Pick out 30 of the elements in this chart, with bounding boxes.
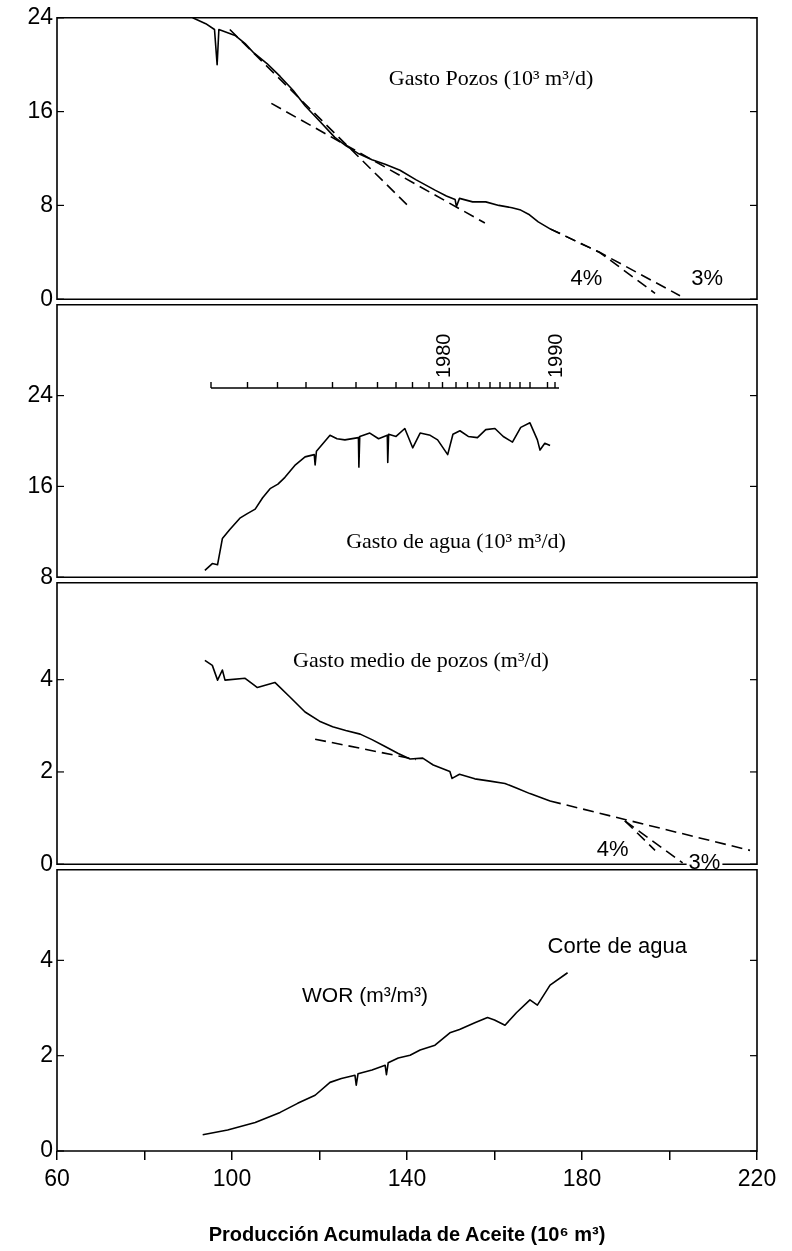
annotation: 3%: [688, 848, 721, 874]
annotation: Corte de agua: [547, 932, 688, 958]
y-tick-label: 16: [27, 471, 53, 498]
y-tick-label: 8: [40, 190, 53, 217]
y-axis-title: Gasto medio de pozos (m³/d): [293, 647, 549, 673]
x-tick-label: 60: [44, 1165, 70, 1192]
y-tick-label: 4: [40, 945, 54, 972]
x-tick-label: 100: [212, 1165, 252, 1192]
x-tick-label: 140: [387, 1165, 427, 1192]
annotation: 1990: [544, 333, 566, 378]
annotation: 4%: [570, 265, 603, 291]
y-axis-title: Gasto Pozos (10³ m³/d): [388, 65, 594, 91]
y-tick-label: 24: [27, 380, 54, 407]
annotation: 4%: [596, 835, 629, 861]
y-axis-title: WOR (m³/m³): [302, 983, 428, 1007]
x-tick-label: 180: [562, 1165, 602, 1192]
y-tick-label: 16: [27, 96, 53, 123]
annotation: 1980: [431, 333, 454, 378]
y-tick-label: 4: [40, 665, 54, 692]
x-axis-title: Producción Acumulada de Aceite (10⁶ m³): [208, 1222, 606, 1245]
y-tick-label: 0: [40, 284, 53, 311]
x-tick-label: 220: [737, 1165, 777, 1192]
y-tick-label: 0: [40, 1136, 53, 1163]
y-axis-title: Gasto de agua (10³ m³/d): [346, 527, 566, 553]
y-tick-label: 0: [40, 849, 53, 876]
y-tick-label: 2: [40, 757, 53, 784]
y-tick-label: 8: [40, 562, 53, 589]
y-tick-label: 2: [40, 1041, 53, 1068]
y-tick-label: 24: [27, 3, 54, 30]
annotation: 3%: [691, 265, 724, 291]
